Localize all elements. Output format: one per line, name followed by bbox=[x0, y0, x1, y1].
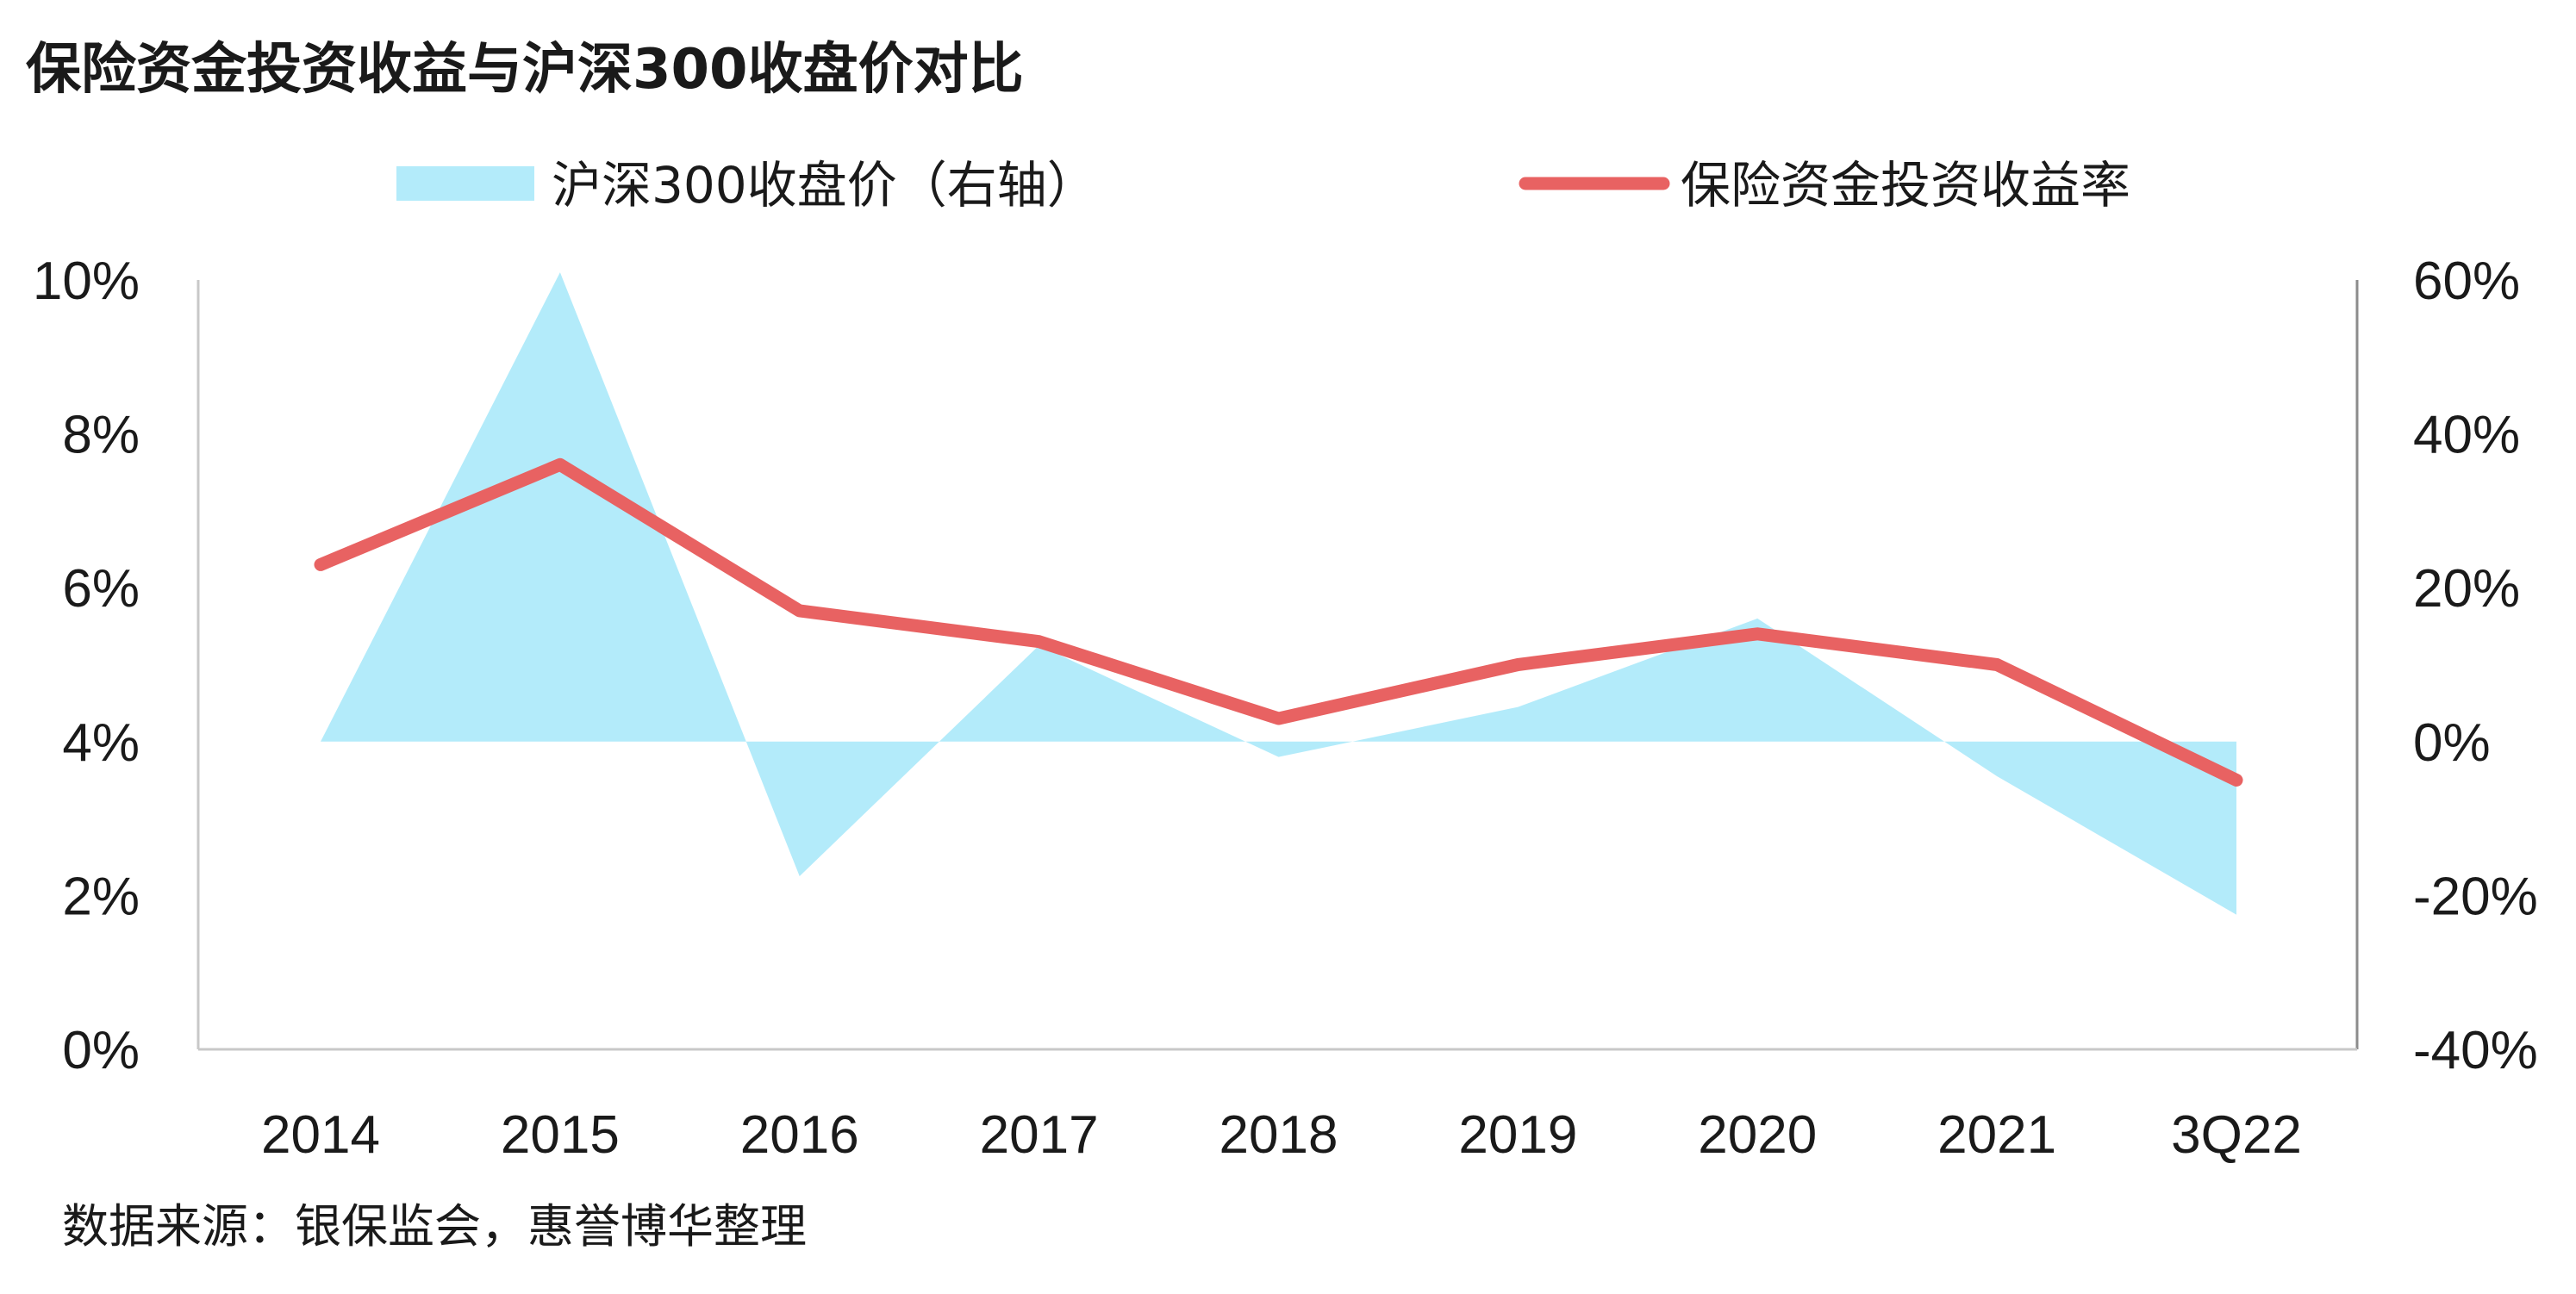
x-tick-label: 2014 bbox=[261, 1105, 380, 1165]
x-tick-label: 2019 bbox=[1458, 1105, 1577, 1165]
x-tick-label: 2015 bbox=[501, 1105, 620, 1165]
left-tick-label: 8% bbox=[62, 406, 140, 465]
right-tick-label: 20% bbox=[2413, 559, 2520, 619]
source-note: 数据来源：银保监会，惠誉博华整理 bbox=[62, 1199, 807, 1254]
left-tick-label: 4% bbox=[62, 713, 140, 773]
legend-swatch-area bbox=[396, 166, 534, 201]
right-tick-label: 40% bbox=[2413, 406, 2520, 465]
left-tick-label: 2% bbox=[62, 867, 140, 926]
x-tick-label: 2018 bbox=[1219, 1105, 1338, 1165]
right-tick-label: -20% bbox=[2413, 867, 2538, 926]
right-tick-label: 60% bbox=[2413, 252, 2520, 311]
left-axis-ticks: 10% 8% 6% 4% 2% 0% bbox=[33, 252, 140, 1080]
legend-label-line: 保险资金投资收益率 bbox=[1681, 156, 2130, 215]
x-axis-ticks: 2014 2015 2016 2017 2018 2019 2020 2021 3Q22 bbox=[261, 1105, 2302, 1165]
x-tick-label: 2021 bbox=[1937, 1105, 2056, 1165]
x-tick-label: 3Q22 bbox=[2171, 1105, 2302, 1165]
left-tick-label: 0% bbox=[62, 1021, 140, 1080]
legend: 沪深300收盘价（右轴） 保险资金投资收益率 bbox=[396, 156, 2130, 215]
left-tick-label: 10% bbox=[33, 252, 140, 311]
right-axis-ticks: 60% 40% 20% 0% -20% -40% bbox=[2413, 252, 2538, 1080]
x-tick-label: 2020 bbox=[1698, 1105, 1817, 1165]
plot-area bbox=[196, 272, 2359, 1051]
line-series bbox=[314, 457, 2243, 787]
left-tick-label: 6% bbox=[62, 559, 140, 619]
legend-label-area: 沪深300收盘价（右轴） bbox=[552, 156, 1097, 215]
right-tick-label: -40% bbox=[2413, 1021, 2538, 1080]
x-tick-label: 2016 bbox=[740, 1105, 859, 1165]
chart-title: 保险资金投资收益与沪深300收盘价对比 bbox=[26, 38, 1024, 102]
area-series bbox=[321, 272, 2236, 915]
x-tick-label: 2017 bbox=[980, 1105, 1099, 1165]
right-tick-label: 0% bbox=[2413, 713, 2491, 773]
